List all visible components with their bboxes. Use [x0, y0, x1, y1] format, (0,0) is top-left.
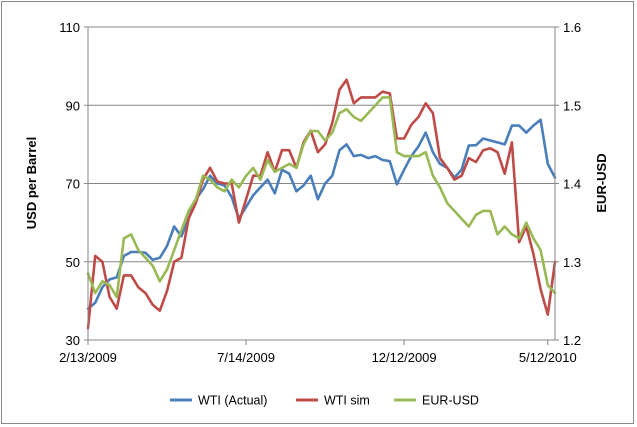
right-tick-label: 1.2 [563, 333, 581, 348]
x-tick-label: 12/12/2009 [372, 350, 437, 365]
x-tick-label: 5/12/2010 [519, 350, 577, 365]
legend-label: EUR-USD [422, 394, 479, 408]
right-tick-label: 1.6 [563, 20, 581, 35]
x-tick-label: 2/13/2009 [59, 350, 117, 365]
series-lines [86, 78, 557, 330]
right-tick-label: 1.5 [563, 98, 581, 113]
x-axis-ticks: 2/13/2009 7/14/2009 12/12/2009 5/12/2010 [59, 340, 577, 365]
right-tick-label: 1.4 [563, 177, 581, 192]
right-tick-label: 1.3 [563, 255, 581, 270]
right-axis-ticks: 1.2 1.3 1.4 1.5 1.6 [554, 20, 581, 348]
y2-axis-title: EUR-USD [594, 153, 609, 212]
left-tick-label: 50 [66, 255, 80, 270]
legend-label: WTI sim [324, 394, 370, 408]
left-tick-label: 70 [66, 177, 80, 192]
legend-label: WTI (Actual) [198, 394, 267, 408]
left-axis-ticks: 30 50 70 90 110 [59, 20, 89, 348]
series-line-2 [86, 96, 557, 299]
x-tick-label: 7/14/2009 [217, 350, 275, 365]
left-tick-label: 30 [66, 333, 80, 348]
gridlines [88, 26, 555, 263]
legend: WTI (Actual) WTI sim EUR-USD [170, 394, 479, 408]
series-line-0 [86, 118, 557, 311]
series-line-1 [86, 78, 557, 330]
left-tick-label: 110 [59, 20, 80, 35]
y-axis-title: USD per Barrel [24, 137, 39, 229]
left-tick-label: 90 [66, 98, 80, 113]
